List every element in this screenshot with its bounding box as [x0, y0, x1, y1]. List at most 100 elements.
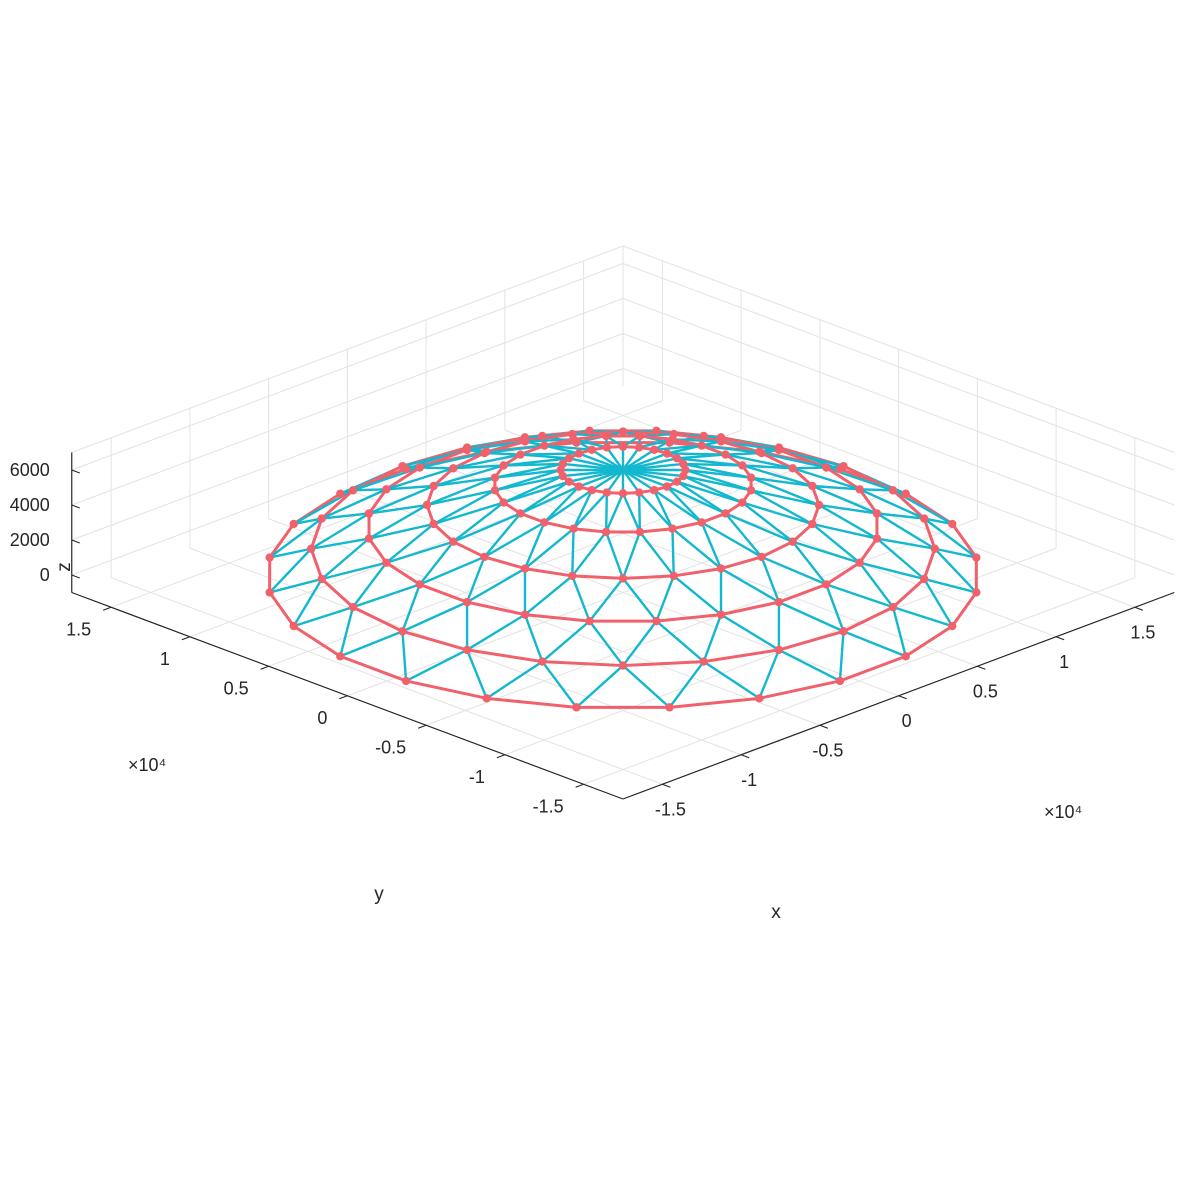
joint-node — [422, 500, 432, 510]
diagonal-member — [700, 444, 763, 455]
ring-member — [842, 605, 895, 633]
diagonal-member — [367, 503, 429, 515]
diagonal-member — [309, 512, 371, 550]
diagonal-member — [452, 501, 505, 543]
ring-member — [572, 434, 608, 441]
x-tick-label: 0.5 — [973, 681, 998, 701]
floor-grid-y — [347, 488, 899, 697]
diagonal-member — [351, 561, 388, 609]
diagonal-member — [749, 489, 821, 507]
y-tick-label: 1.5 — [66, 619, 91, 639]
diagonal-member — [541, 660, 578, 709]
joint-node — [634, 488, 644, 497]
joint-node — [716, 564, 726, 573]
y-tick-label: 1 — [160, 649, 170, 669]
diagonal-member — [637, 491, 642, 534]
diagonal-member — [724, 512, 763, 559]
diagonal-member — [572, 489, 594, 530]
y-tick-label: -1 — [469, 767, 485, 787]
x-tick-label: -1.5 — [655, 799, 686, 819]
ring-member — [384, 466, 422, 491]
joint-node — [901, 652, 910, 661]
diagonal-member — [452, 464, 505, 470]
joint-node — [317, 574, 326, 584]
diagonal-member — [502, 480, 571, 504]
joint-node — [757, 552, 766, 562]
diagonal-member — [432, 489, 497, 526]
y-tick-label: -1.5 — [533, 796, 564, 816]
joint-node — [618, 489, 628, 498]
wall-grid-z — [71, 333, 624, 541]
ring-member — [268, 522, 296, 560]
joint-node — [564, 454, 574, 463]
diagonal-member — [741, 501, 814, 526]
wall-top-edge — [71, 245, 624, 453]
radial-member — [621, 468, 656, 492]
diagonal-member — [675, 480, 727, 515]
joint-node — [788, 537, 797, 546]
diagonal-member — [543, 489, 594, 524]
joint-node — [721, 450, 730, 459]
joint-node — [401, 676, 411, 686]
ring-member — [922, 547, 937, 581]
joint-node — [746, 473, 756, 482]
joint-node — [306, 544, 316, 553]
ring-member — [791, 522, 814, 544]
diagonal-member — [825, 583, 845, 633]
ring-member — [891, 488, 926, 521]
joint-node — [568, 571, 577, 581]
diagonal-member — [571, 527, 575, 578]
ring-member — [950, 522, 978, 560]
y-axis-title: y — [374, 884, 384, 905]
y-tick-mark — [496, 754, 506, 759]
joint-node — [618, 574, 628, 583]
diagonal-member — [588, 619, 625, 667]
wall-top-edge — [622, 245, 1175, 453]
diagonal-member — [791, 540, 828, 586]
diagonal-member — [493, 474, 564, 492]
ring-member — [777, 582, 828, 604]
diagonal-member — [875, 512, 937, 550]
diagonal-member — [741, 464, 814, 488]
joint-node — [679, 471, 688, 481]
ring-member — [465, 648, 544, 664]
diagonal-member — [401, 583, 421, 633]
joint-node — [540, 441, 549, 450]
joint-node — [449, 537, 458, 546]
diagonal-member — [760, 555, 781, 604]
diagonal-member — [675, 480, 744, 504]
z-tick-mark — [71, 469, 80, 474]
ring-member — [777, 629, 845, 652]
diagonal-member — [523, 574, 574, 616]
joint-node — [587, 486, 597, 495]
diagonal-member — [665, 444, 703, 455]
diagonal-member — [671, 527, 675, 578]
joint-node — [872, 509, 882, 518]
joint-node — [699, 431, 708, 441]
diagonal-member — [309, 537, 371, 550]
joint-node — [429, 519, 438, 529]
joint-node — [538, 431, 547, 441]
joint-node — [490, 473, 500, 482]
radial-member — [621, 446, 641, 472]
ring-member — [451, 451, 486, 470]
diagonal-member — [668, 660, 705, 709]
joint-node — [774, 645, 784, 655]
diagonal-member — [675, 453, 727, 460]
diagonal-member — [682, 474, 744, 504]
ring-member — [542, 520, 576, 531]
z-tick-label: 6000 — [10, 460, 50, 480]
wall-grid-z — [71, 263, 624, 471]
ring-member — [760, 451, 795, 470]
diagonal-member — [351, 583, 421, 609]
radial-member — [605, 468, 625, 494]
ring-member — [540, 660, 625, 668]
joint-node — [569, 524, 578, 533]
joint-node — [364, 509, 374, 518]
joint-node — [652, 616, 661, 626]
joint-node — [808, 481, 817, 491]
ring-member — [700, 444, 727, 457]
diagonal-member — [923, 577, 978, 594]
y-tick-mark — [417, 724, 427, 729]
ring-member — [760, 540, 795, 559]
